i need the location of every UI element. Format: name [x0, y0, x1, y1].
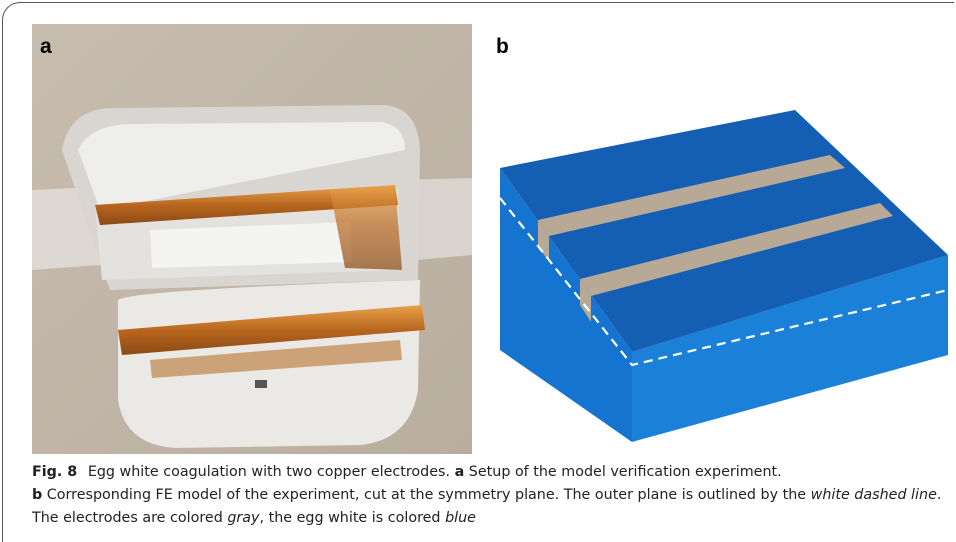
caption-text: , the egg white is colored — [260, 510, 441, 526]
caption-emphasis: blue — [445, 510, 476, 526]
panel-label: a — [40, 35, 52, 58]
page: a b Fig. 8 Egg white coagulation with tw… — [0, 0, 956, 542]
figure-number: Fig. 8 — [32, 464, 77, 480]
caption-text: Corresponding FE model of the experiment… — [47, 487, 806, 503]
caption: Fig. 8 Egg white coagulation with two co… — [32, 461, 947, 530]
caption-emphasis: gray — [227, 510, 259, 526]
caption-text: Setup of the model verification experime… — [469, 464, 782, 480]
panel-label: b — [496, 35, 509, 58]
photo — [32, 24, 472, 454]
fe-model — [500, 110, 948, 442]
figure: a b — [0, 0, 956, 460]
caption-label: b — [32, 487, 42, 503]
caption-label: a — [455, 464, 465, 480]
caption-text: Egg white coagulation with two copper el… — [88, 464, 450, 480]
caption-emphasis: white dashed line — [811, 487, 937, 503]
